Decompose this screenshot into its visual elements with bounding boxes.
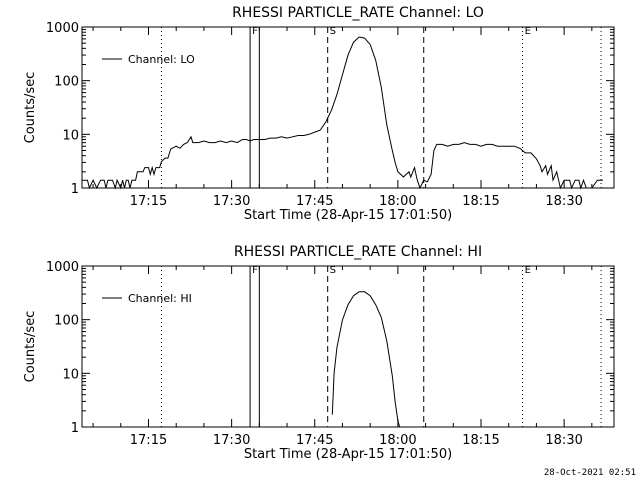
y-tick-label: 100 [54,314,79,329]
event-marker-label: S [330,265,336,276]
legend-label: Channel: HI [128,292,192,305]
plot-frame [81,26,615,189]
footer-timestamp: 28-Oct-2021 02:51 [544,468,636,478]
x-tick-label: 18:15 [462,433,499,448]
event-marker-label: E [525,265,531,276]
event-marker-label: F [252,26,258,37]
x-tick-label: 17:15 [130,433,167,448]
y-tick-label: 1000 [46,260,79,275]
x-tick-label: 18:00 [379,194,416,209]
x-tick-label: 18:30 [545,194,582,209]
event-marker-label: S [330,26,336,37]
x-tick-label: 18:00 [379,433,416,448]
y-tick-label: 10 [62,128,79,143]
y-axis-label: Counts/sec [23,72,38,144]
y-tick-label: 10 [62,367,79,382]
x-tick-label: 17:15 [130,194,167,209]
y-tick-label: 1 [71,182,79,197]
y-tick-label: 1 [71,421,79,436]
series-line [82,36,603,190]
x-tick-label: 17:30 [213,433,250,448]
x-tick-label: 18:15 [462,194,499,209]
legend-label: Channel: LO [128,53,195,66]
plot-frame [81,265,615,428]
chart-title: RHESSI PARTICLE_RATE Channel: LO [232,5,484,21]
event-marker-label: E [525,26,531,37]
x-axis-label: Start Time (28-Apr-15 17:01:50) [244,447,452,462]
x-axis-label: Start Time (28-Apr-15 17:01:50) [244,208,452,223]
y-axis-label: Counts/sec [23,311,38,383]
series-line [331,291,401,428]
y-tick-label: 100 [54,75,79,90]
chart-title: RHESSI PARTICLE_RATE Channel: HI [234,244,482,260]
y-tick-label: 1000 [46,21,79,36]
x-tick-label: 17:30 [213,194,250,209]
x-tick-label: 17:45 [296,433,333,448]
x-tick-label: 18:30 [545,433,582,448]
event-marker-label: F [252,265,258,276]
x-tick-label: 17:45 [296,194,333,209]
